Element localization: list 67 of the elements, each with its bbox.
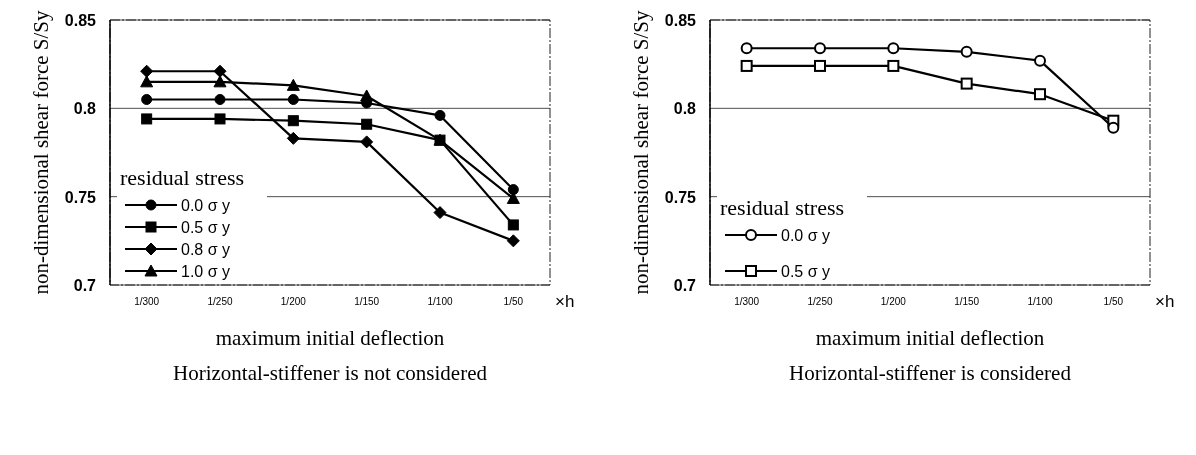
point [507,184,519,196]
legend-label: 0.8 σ y [181,241,231,258]
x-tick-label: 1/50 [503,296,524,307]
legend-label: 0.0 σ y [781,227,831,244]
legend-label: 0.5 σ y [781,263,831,280]
x-axis-title: maximum initial deflection [815,326,1045,350]
point [214,113,226,125]
point [140,64,154,78]
legend-label: 1.0 σ y [181,263,231,280]
x-tick-label: 1/300 [734,296,760,307]
legend-title: residual stress [720,195,845,220]
x-tick-label: 1/250 [807,296,833,307]
point [141,113,153,125]
y-tick-label: 0.75 [64,188,97,206]
x-tick-label: 1/50 [1103,296,1124,307]
point [740,59,753,72]
x-tick-label: 1/300 [134,296,160,307]
point [506,234,520,248]
y-tick-label: 0.7 [673,277,697,294]
y-tick-label: 0.8 [673,100,697,118]
y-axis-title: non-dimensional shear force S/Sy [629,9,653,295]
x-tick-label: 1/200 [880,296,907,307]
y-tick-label: 0.8 [73,100,97,118]
point [1034,88,1046,101]
point [960,45,973,58]
point [887,42,900,55]
point [140,75,154,88]
point [1107,121,1120,134]
point [740,42,753,55]
y-tick-label: 0.85 [64,12,97,29]
point [814,42,826,55]
x-tick-label: 1/250 [207,296,233,307]
point [213,64,227,78]
point [213,75,227,88]
x-tick-label: 1/150 [354,296,380,307]
x-axis-title: maximum initial deflection [215,326,445,350]
x-tick-label: 1/150 [954,296,980,307]
x-tick-label: 1/200 [280,296,307,307]
x-tick-label: 1/100 [1027,296,1053,307]
point [361,118,373,130]
point [214,94,226,105]
point [960,77,973,90]
text: Horizontal-stiffener is considered [789,361,1072,385]
point [286,78,300,91]
point [434,109,446,121]
point [434,134,446,146]
point [287,94,299,105]
text: ×h [555,292,575,311]
text: Horizontal-stiffener is not considered [173,361,488,385]
point [433,206,447,220]
point [507,219,519,231]
point [814,59,826,72]
y-axis-title: non-dimensional shear force S/Sy [29,9,53,295]
y-tick-label: 0.7 [73,277,97,294]
point [887,59,900,72]
point [287,115,299,127]
y-tick-label: 0.85 [664,12,697,29]
point [286,131,300,145]
point [1034,54,1046,67]
x-tick-label: 1/100 [427,296,453,307]
legend-label: 0.0 σ y [181,197,231,214]
point [141,94,153,105]
y-tick-label: 0.75 [664,188,697,206]
legend-label: 0.5 σ y [181,219,231,236]
text: ×h [1155,292,1175,311]
legend-title: residual stress [120,165,245,190]
point [360,135,374,149]
